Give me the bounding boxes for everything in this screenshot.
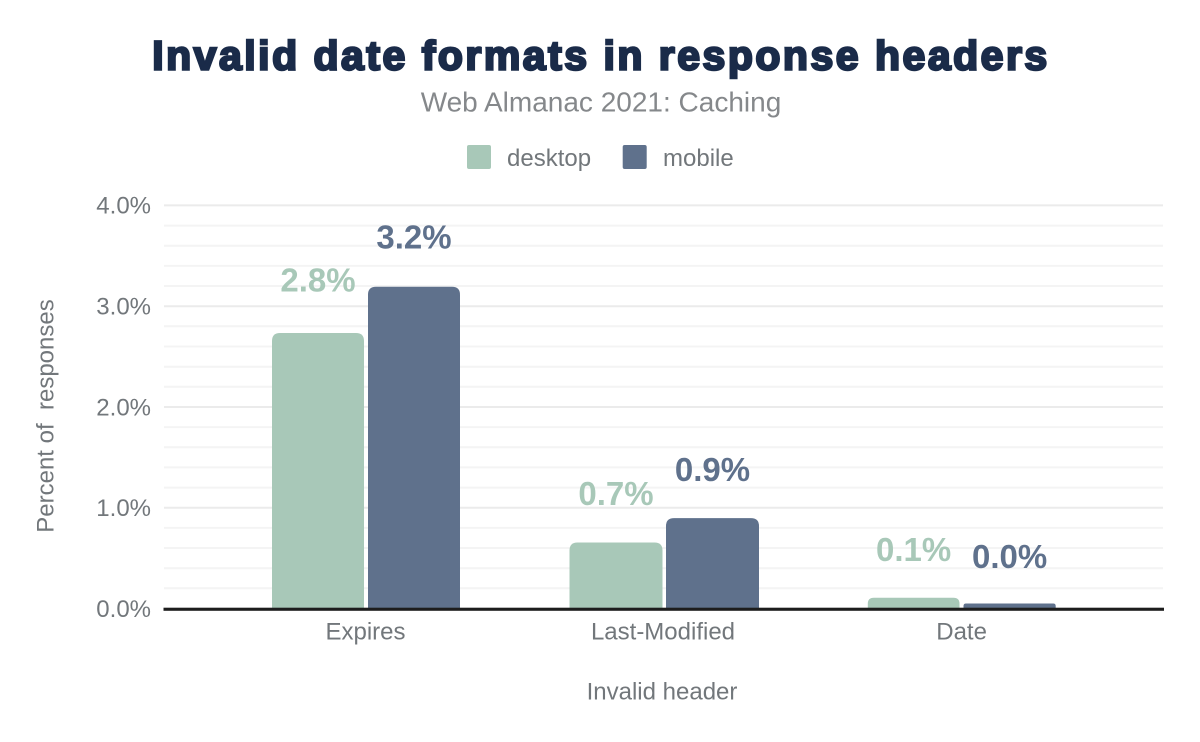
svg-text:0.0%: 0.0% xyxy=(96,596,151,623)
svg-text:0.9%: 0.9% xyxy=(675,451,750,488)
svg-text:2.0%: 2.0% xyxy=(96,394,151,421)
svg-text:1.0%: 1.0% xyxy=(96,495,151,522)
svg-text:Last-Modified: Last-Modified xyxy=(591,618,735,645)
svg-text:Date: Date xyxy=(936,618,987,645)
svg-text:0.1%: 0.1% xyxy=(876,531,951,568)
svg-text:3.0%: 3.0% xyxy=(96,294,151,321)
svg-text:Percent of responses: Percent of responses xyxy=(33,299,60,532)
svg-text:0.7%: 0.7% xyxy=(578,475,653,512)
svg-text:desktop: desktop xyxy=(507,145,591,172)
svg-text:Expires: Expires xyxy=(325,618,405,645)
svg-text:Invalid header: Invalid header xyxy=(587,678,738,705)
svg-text:2.8%: 2.8% xyxy=(280,262,355,299)
svg-text:3.2%: 3.2% xyxy=(376,218,451,255)
svg-text:mobile: mobile xyxy=(663,145,734,172)
svg-text:4.0%: 4.0% xyxy=(96,193,151,220)
svg-text:Web Almanac 2021: Caching: Web Almanac 2021: Caching xyxy=(421,87,782,118)
svg-text:Invalid date formats in respon: Invalid date formats in response headers xyxy=(152,33,1049,79)
svg-text:0.0%: 0.0% xyxy=(972,538,1047,575)
